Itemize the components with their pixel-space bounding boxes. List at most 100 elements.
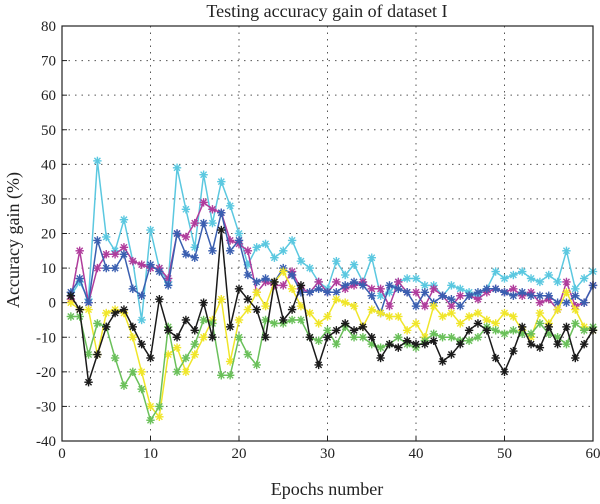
data-point bbox=[102, 263, 111, 273]
data-point bbox=[385, 301, 394, 311]
data-point bbox=[314, 319, 323, 328]
data-point bbox=[279, 246, 288, 255]
data-point bbox=[234, 284, 244, 294]
data-point bbox=[181, 205, 191, 214]
data-point bbox=[402, 274, 412, 283]
data-point bbox=[172, 333, 182, 342]
data-point bbox=[225, 246, 235, 255]
data-point bbox=[411, 301, 421, 311]
data-point bbox=[225, 371, 235, 380]
data-point bbox=[146, 260, 155, 269]
data-point bbox=[119, 305, 129, 314]
data-point bbox=[491, 326, 500, 335]
y-tick-label: -20 bbox=[36, 365, 56, 381]
data-point bbox=[518, 288, 527, 297]
data-point bbox=[261, 239, 270, 249]
data-point bbox=[411, 274, 421, 283]
axis-ticks: 0 10 20 30 40 50 60 -40 -30 -20 -10 0 10 20 30 40 50 60 70… bbox=[36, 19, 600, 462]
y-tick-label: 30 bbox=[41, 192, 56, 208]
y-tick-label: -40 bbox=[36, 434, 56, 450]
plot-frame bbox=[61, 25, 594, 442]
data-point bbox=[411, 339, 421, 349]
data-point bbox=[137, 291, 146, 300]
data-point bbox=[358, 333, 368, 342]
x-tick-label: 30 bbox=[320, 446, 335, 462]
data-point bbox=[172, 229, 182, 238]
x-axis-label: Epochs number bbox=[271, 479, 383, 499]
data-point bbox=[402, 288, 412, 297]
data-point bbox=[367, 305, 376, 314]
data-point bbox=[217, 295, 226, 304]
data-point bbox=[579, 298, 589, 307]
data-point bbox=[128, 322, 137, 332]
data-point bbox=[509, 291, 518, 300]
data-point bbox=[491, 284, 500, 294]
data-point bbox=[270, 253, 279, 262]
data-point bbox=[500, 308, 509, 318]
series-1 bbox=[66, 156, 598, 325]
data-point bbox=[208, 246, 217, 255]
data-point bbox=[518, 322, 527, 332]
data-point bbox=[93, 350, 102, 359]
data-point bbox=[420, 339, 430, 349]
x-tick-label: 50 bbox=[497, 446, 512, 462]
data-point bbox=[553, 277, 562, 287]
data-point bbox=[287, 305, 297, 314]
series-2 bbox=[66, 198, 598, 314]
data-point bbox=[287, 315, 297, 325]
data-point bbox=[305, 333, 314, 342]
data-point bbox=[137, 367, 146, 377]
data-point bbox=[464, 291, 474, 300]
data-point bbox=[491, 353, 500, 363]
y-tick-label: 0 bbox=[49, 296, 57, 312]
data-point bbox=[482, 326, 491, 335]
data-point bbox=[66, 291, 76, 300]
data-point bbox=[181, 367, 191, 377]
data-point bbox=[349, 260, 359, 269]
data-point bbox=[252, 360, 261, 370]
data-point bbox=[509, 312, 518, 321]
data-point bbox=[314, 336, 323, 345]
data-point bbox=[332, 277, 341, 287]
data-point bbox=[75, 246, 84, 255]
data-point bbox=[314, 360, 323, 370]
data-point bbox=[84, 378, 93, 387]
data-point bbox=[243, 350, 253, 359]
data-point bbox=[225, 357, 235, 366]
data-point bbox=[544, 291, 553, 300]
data-point bbox=[75, 305, 84, 314]
data-point bbox=[199, 218, 208, 228]
data-point bbox=[279, 315, 288, 325]
data-point bbox=[119, 215, 129, 224]
data-point bbox=[571, 305, 580, 314]
data-point bbox=[429, 301, 438, 311]
data-point bbox=[287, 270, 297, 280]
data-point bbox=[341, 319, 350, 328]
data-point bbox=[110, 250, 120, 259]
data-point bbox=[429, 336, 438, 345]
data-point bbox=[341, 298, 350, 307]
data-point bbox=[473, 288, 483, 297]
data-point bbox=[491, 267, 500, 276]
data-point bbox=[571, 319, 580, 328]
data-point bbox=[571, 353, 580, 363]
data-point bbox=[562, 288, 571, 297]
data-point bbox=[385, 339, 394, 349]
data-point bbox=[128, 333, 137, 342]
data-point bbox=[243, 295, 253, 304]
data-point bbox=[137, 384, 146, 394]
data-point bbox=[438, 312, 447, 321]
data-point bbox=[411, 288, 421, 297]
data-point bbox=[402, 336, 412, 345]
data-point bbox=[84, 305, 93, 314]
data-point bbox=[349, 301, 359, 311]
data-point bbox=[535, 291, 545, 300]
x-tick-label: 0 bbox=[58, 446, 66, 462]
data-point bbox=[172, 163, 182, 172]
data-point bbox=[447, 350, 456, 359]
data-point bbox=[500, 288, 509, 297]
data-point bbox=[146, 416, 155, 425]
data-point bbox=[447, 281, 456, 290]
data-point bbox=[464, 336, 474, 345]
